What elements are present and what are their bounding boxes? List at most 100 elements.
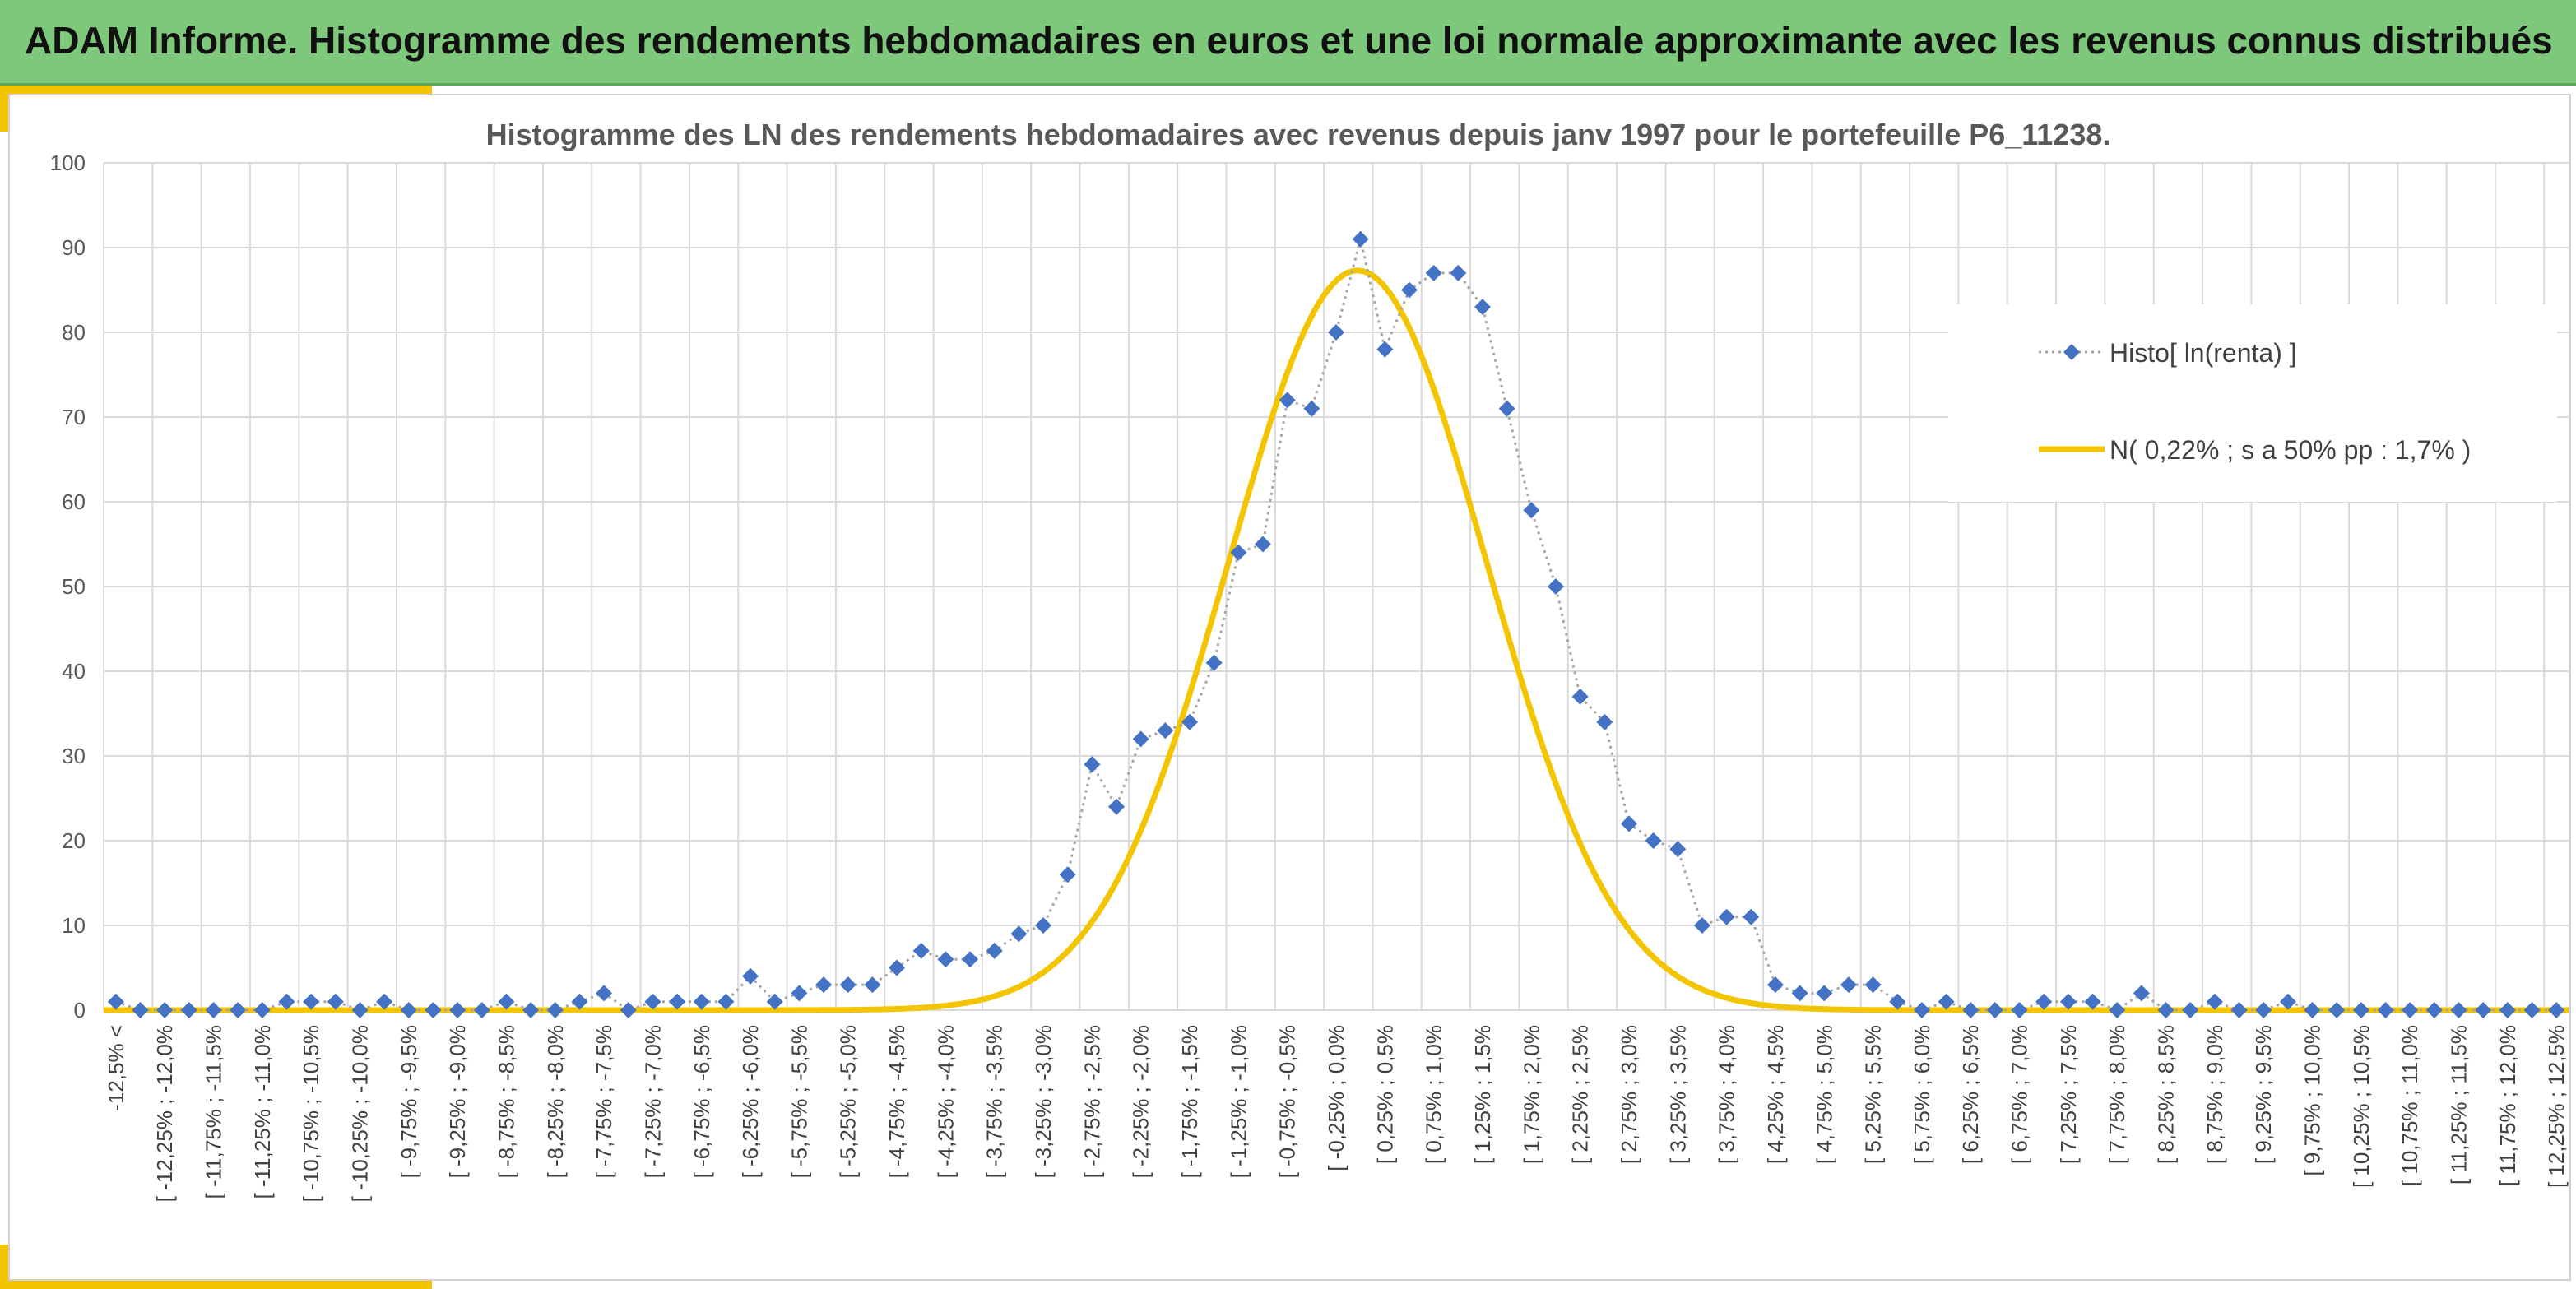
histogram-point xyxy=(986,942,1003,959)
histogram-point xyxy=(2548,1002,2565,1018)
y-tick-label: 50 xyxy=(62,574,86,599)
histogram-point xyxy=(1523,502,1540,519)
histogram-point xyxy=(1913,1002,1930,1018)
histogram-point xyxy=(278,993,295,1010)
histogram-point xyxy=(742,967,759,985)
x-tick-label: [ 6,25% ; 6,5% xyxy=(1958,1025,1983,1164)
histogram-point xyxy=(1889,993,1906,1010)
histogram-point xyxy=(1450,264,1467,281)
histogram-point xyxy=(815,976,833,994)
histogram-point xyxy=(2475,1002,2492,1018)
histogram-point xyxy=(400,1002,417,1018)
histogram-point xyxy=(2157,1002,2175,1018)
x-tick-label: -12,5% < xyxy=(104,1025,128,1111)
y-tick-label: 0 xyxy=(74,998,86,1022)
histogram-point xyxy=(1816,985,1833,1002)
histogram-point xyxy=(693,993,710,1010)
histogram-point xyxy=(2499,1002,2516,1018)
histogram-point xyxy=(864,976,881,994)
histogram-point xyxy=(644,993,661,1010)
x-axis: -12,5% < [ -12,25% ; -12,0% [ -11,75% ; -1… xyxy=(104,1025,2569,1202)
y-tick-label: 40 xyxy=(62,659,86,684)
x-tick-label: [ 7,25% ; 7,5% xyxy=(2056,1025,2081,1164)
x-tick-label: [ 6,75% ; 7,0% xyxy=(2007,1025,2032,1164)
histogram-point xyxy=(2279,993,2296,1010)
histogram-point xyxy=(1425,264,1442,281)
histogram-point xyxy=(571,993,588,1010)
series-group xyxy=(104,230,2569,1018)
histogram-point xyxy=(2059,993,2077,1010)
x-tick-label: [ -3,75% ; -3,5% xyxy=(982,1025,1007,1178)
x-tick-label: [ -1,75% ; -1,5% xyxy=(1177,1025,1202,1178)
x-tick-label: [ 2,75% ; 3,0% xyxy=(1617,1025,1641,1164)
x-tick-label: [ -9,25% ; -9,0% xyxy=(445,1025,470,1178)
histogram-point xyxy=(1279,392,1296,409)
chart-frame xyxy=(8,94,2571,1281)
histogram-point xyxy=(180,1002,197,1018)
x-tick-label: [ -9,75% ; -9,5% xyxy=(397,1025,421,1178)
x-tick-label: [ -8,75% ; -8,5% xyxy=(494,1025,518,1178)
y-tick-label: 70 xyxy=(62,405,86,429)
histogram-point xyxy=(1498,400,1515,417)
x-tick-label: [ 10,25% ; 10,5% xyxy=(2349,1025,2374,1188)
histogram-point xyxy=(1571,688,1589,705)
histogram-point xyxy=(1108,798,1126,815)
histogram-point xyxy=(620,1002,637,1018)
gridlines xyxy=(103,162,2569,1011)
histogram-point xyxy=(1766,976,1784,994)
header-banner: ADAM Informe. Histogramme des rendements… xyxy=(0,0,2576,86)
histogram-point xyxy=(425,1002,442,1018)
histogram-point xyxy=(107,993,124,1010)
x-tick-label: [ -4,25% ; -4,0% xyxy=(933,1025,958,1178)
histogram-point xyxy=(522,1002,540,1018)
x-tick-label: [ -0,75% ; -0,5% xyxy=(1275,1025,1300,1178)
x-tick-label: [ -4,75% ; -4,5% xyxy=(884,1025,909,1178)
histogram-point xyxy=(498,993,515,1010)
legend-normal-label: N( 0,22% ; s a 50% pp : 1,7% ) xyxy=(2110,435,2471,465)
histogram-point xyxy=(2328,1002,2346,1018)
x-tick-label: [ 8,25% ; 8,5% xyxy=(2154,1025,2179,1164)
y-tick-label: 60 xyxy=(62,489,86,514)
histogram-point xyxy=(1376,341,1394,358)
histogram-point xyxy=(839,976,856,994)
histogram-point xyxy=(376,993,393,1010)
histogram-point xyxy=(1718,908,1735,925)
histogram-point xyxy=(889,959,906,976)
histogram-point xyxy=(1328,324,1344,341)
x-tick-label: [ 3,75% ; 4,0% xyxy=(1715,1025,1739,1164)
histogram-point xyxy=(253,1002,271,1018)
x-tick-label: [ -3,25% ; -3,0% xyxy=(1031,1025,1056,1178)
histogram-point xyxy=(2377,1002,2394,1018)
x-tick-label: [ -10,75% ; -10,5% xyxy=(299,1025,323,1202)
accent-bar-left-bottom xyxy=(0,1245,8,1289)
histogram-point xyxy=(156,1002,174,1018)
histogram-point xyxy=(1596,713,1613,730)
y-tick-label: 20 xyxy=(62,828,86,853)
accent-bar-top xyxy=(0,86,432,94)
x-tick-label: [ 7,75% ; 8,0% xyxy=(2105,1025,2129,1164)
histogram-point xyxy=(596,985,613,1002)
histogram-point xyxy=(303,993,320,1010)
histogram-point xyxy=(1547,578,1564,595)
histogram-point xyxy=(2255,1002,2272,1018)
histogram-point xyxy=(2084,993,2101,1010)
histogram-point xyxy=(1645,832,1662,849)
x-tick-label: [ -7,25% ; -7,0% xyxy=(640,1025,665,1178)
histogram-point xyxy=(1255,536,1272,553)
histogram-point xyxy=(1157,722,1174,740)
accent-bar-left-top xyxy=(0,86,8,132)
histogram-point xyxy=(717,993,735,1010)
x-tick-label: [ 1,25% ; 1,5% xyxy=(1470,1025,1495,1164)
x-tick-label: [ -0,25% ; 0,0% xyxy=(1324,1025,1348,1171)
histogram-point xyxy=(449,1002,466,1018)
histogram-point xyxy=(1840,976,1857,994)
histogram-point xyxy=(2011,1002,2028,1018)
x-tick-label: [ -1,25% ; -1,0% xyxy=(1226,1025,1251,1178)
x-tick-label: [ 0,75% ; 1,0% xyxy=(1422,1025,1446,1164)
histogram-point xyxy=(1864,976,1882,994)
histogram-point xyxy=(351,1002,369,1018)
x-tick-label: [ 8,75% ; 9,0% xyxy=(2202,1025,2227,1164)
y-tick-label: 90 xyxy=(62,235,86,260)
histogram-point xyxy=(2425,1002,2443,1018)
